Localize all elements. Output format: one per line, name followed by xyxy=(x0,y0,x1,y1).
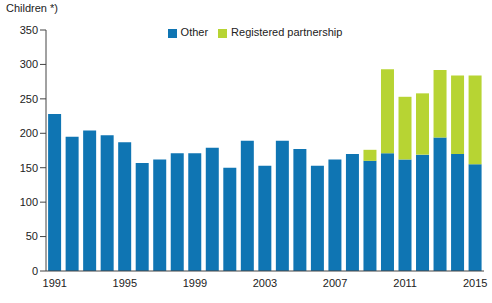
svg-text:2007: 2007 xyxy=(323,277,347,289)
svg-text:1999: 1999 xyxy=(183,277,207,289)
svg-text:1991: 1991 xyxy=(43,277,67,289)
html-text:Children *): Children *) xyxy=(6,2,58,14)
svg-text:250: 250 xyxy=(20,93,38,105)
svg-text:200: 200 xyxy=(20,127,38,139)
svg-text:150: 150 xyxy=(20,162,38,174)
svg-text:100: 100 xyxy=(20,196,38,208)
svg-text:300: 300 xyxy=(20,58,38,70)
svg-text:2003: 2003 xyxy=(253,277,277,289)
svg-text:2011: 2011 xyxy=(393,277,417,289)
svg-text:0: 0 xyxy=(32,265,38,277)
html-text:Registered partnership: Registered partnership xyxy=(231,26,343,38)
svg-text:1995: 1995 xyxy=(113,277,137,289)
svg-text:2015: 2015 xyxy=(463,277,484,289)
svg-text:350: 350 xyxy=(20,24,38,36)
svg-text:50: 50 xyxy=(26,230,38,242)
html-text:Other: Other xyxy=(180,26,209,38)
